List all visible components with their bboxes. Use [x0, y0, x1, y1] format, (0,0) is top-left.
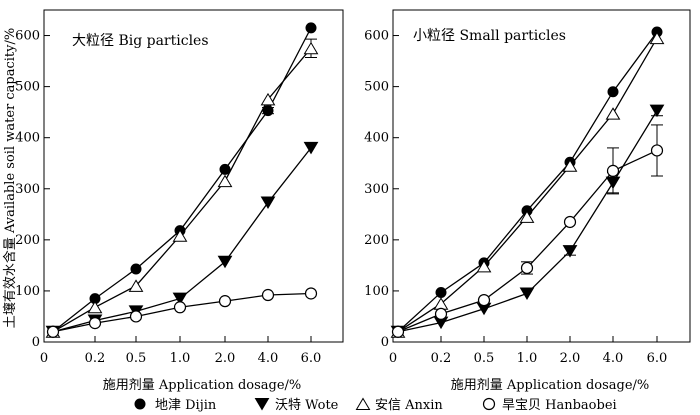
legend-label-hanbaobei: 旱宝贝 Hanbaobei [502, 398, 617, 413]
y-tick-label: 200 [364, 233, 389, 248]
data-point [519, 210, 535, 223]
legend-item-wote: 沃特 Wote [254, 398, 339, 413]
panel-title-small-particles: 小粒径 Small particles [413, 28, 566, 44]
y-tick-label: 0 [381, 335, 389, 350]
data-point [435, 286, 447, 298]
x-tick-label: 4.0 [258, 351, 279, 366]
x-tick-label: 0.5 [126, 351, 147, 366]
x-axis-title-small-particles: 施用剂量 Application dosage/% [451, 378, 650, 393]
data-point [562, 159, 578, 172]
data-point [562, 245, 578, 258]
data-point [262, 105, 274, 117]
series-dijin [47, 22, 317, 338]
y-tick-label: 100 [364, 284, 389, 299]
data-point [304, 287, 318, 300]
x-tick-label: 1.0 [517, 351, 538, 366]
plot-frame [43, 9, 344, 343]
legend-marker-wote [254, 398, 270, 411]
data-point [172, 229, 188, 242]
legend-marker-anxin [355, 397, 371, 410]
data-point [130, 263, 142, 275]
series-line [52, 27, 312, 333]
data-point [649, 31, 665, 45]
data-point [88, 317, 102, 330]
x-tick-label: 6.0 [647, 351, 668, 366]
data-point [46, 325, 60, 338]
data-point [303, 141, 319, 155]
data-point [261, 288, 275, 302]
y-tick-label: 600 [364, 29, 389, 44]
y-tick-label: 300 [364, 182, 389, 197]
legend: 地津 Dijin 沃特 Wote 安信 Anxin 旱宝贝 Hanbaobei [134, 397, 617, 413]
y-tick-label: 400 [15, 131, 40, 146]
data-point [217, 255, 233, 269]
data-point [607, 86, 619, 98]
data-point [260, 196, 276, 210]
data-point [172, 292, 188, 306]
legend-label-wote: 沃特 Wote [275, 398, 339, 413]
x-tick-label: 0 [389, 351, 397, 366]
y-tick-label: 200 [15, 233, 40, 248]
x-tick-label: 4.0 [603, 351, 624, 366]
panel-small-particles: 小粒径 Small particles 施用剂量 Application dos… [364, 9, 691, 393]
panel-title-big-particles: 大粒径 Big particles [72, 33, 209, 49]
data-point [520, 261, 534, 275]
legend-label-anxin: 安信 Anxin [375, 398, 443, 413]
x-tick-label: 0.2 [85, 351, 106, 366]
data-point [477, 294, 491, 307]
y-tick-label: 400 [364, 131, 389, 146]
x-tick-label: 1.0 [170, 351, 191, 366]
x-tick-label: 0 [40, 351, 48, 366]
series-anxin [45, 38, 319, 338]
y-tick-label: 600 [15, 29, 40, 44]
series-line [397, 31, 658, 333]
series-hanbaobei [391, 124, 664, 338]
y-tick-label: 100 [15, 284, 40, 299]
series-hanbaobei [46, 287, 318, 338]
legend-label-dijin: 地津 Dijin [155, 398, 217, 413]
data-point [519, 287, 535, 300]
legend-item-hanbaobei: 旱宝贝 Hanbaobei [482, 397, 617, 413]
legend-item-dijin: 地津 Dijin [134, 398, 217, 413]
legend-marker-dijin [134, 398, 146, 410]
data-point [218, 295, 232, 308]
data-point [129, 310, 143, 323]
legend-marker-hanbaobei [482, 397, 496, 411]
data-point [434, 307, 448, 321]
data-point [605, 107, 621, 120]
x-tick-label: 0.5 [474, 351, 495, 366]
y-tick-label: 500 [364, 80, 389, 95]
data-point [606, 164, 620, 177]
data-point [649, 104, 665, 118]
data-point [128, 279, 144, 292]
y-tick-label: 300 [15, 182, 40, 197]
data-point [305, 22, 317, 34]
panel-big-particles: 大粒径 Big particles 施用剂量 Application dosag… [15, 9, 344, 393]
x-axis-title-big-particles: 施用剂量 Application dosage/% [103, 378, 302, 393]
data-point [219, 163, 231, 175]
data-point [217, 174, 233, 188]
y-axis-title: 土壤有效水含量 Available soil water capacity/% [2, 28, 18, 328]
data-point [260, 92, 276, 106]
x-tick-label: 0.2 [431, 351, 452, 366]
data-point [173, 301, 187, 314]
data-point [476, 259, 492, 273]
x-tick-label: 2.0 [215, 351, 236, 366]
data-point [563, 215, 577, 229]
y-tick-label: 500 [15, 80, 40, 95]
y-tick-label: 0 [32, 335, 40, 350]
series-line [52, 47, 312, 333]
legend-item-anxin: 安信 Anxin [355, 397, 443, 413]
data-point [87, 300, 103, 314]
x-tick-label: 6.0 [301, 351, 322, 366]
x-tick-label: 2.0 [560, 351, 581, 366]
plot-frame [392, 9, 691, 343]
data-point [650, 144, 664, 157]
data-point [303, 41, 319, 55]
data-point [391, 325, 405, 338]
